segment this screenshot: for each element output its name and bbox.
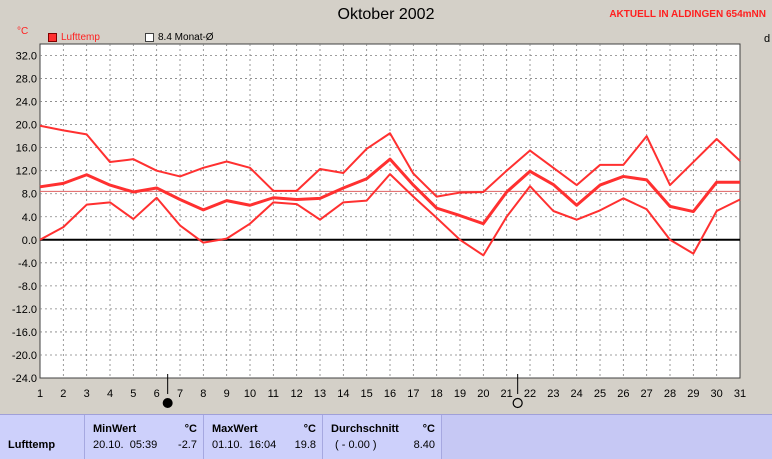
avg-unit: °C [422, 423, 435, 435]
x-tick-label: 28 [664, 388, 676, 400]
cut-off-label: d [764, 33, 771, 45]
y-tick-label: -8.0 [18, 281, 37, 293]
x-tick-label: 25 [594, 388, 606, 400]
y-tick-label: -20.0 [12, 350, 37, 362]
x-tick-label: 10 [244, 388, 256, 400]
temperature-chart: 32.0 28.0 24.0 20.0 16.0 12.0 8.0 4.0 0.0 -4.0 -8.… [12, 43, 746, 409]
y-tick-label: 20.0 [16, 120, 37, 132]
x-tick-label: 29 [687, 388, 699, 400]
x-tick-label: 2 [60, 388, 66, 400]
x-tick-label: 5 [130, 388, 136, 400]
unit-label: °C [17, 26, 29, 37]
y-tick-label: -24.0 [12, 373, 37, 385]
stats-row-label: Lufttemp [8, 439, 56, 451]
x-tick-label: 19 [454, 388, 466, 400]
y-tick-label: 4.0 [22, 212, 37, 224]
station-label: AKTUELL IN ALDINGEN 654mNN [609, 9, 766, 20]
legend-label-lufttemp: Lufttemp [61, 32, 100, 43]
max-value: 19.8 [294, 439, 316, 451]
avg-header: Durchschnitt [331, 423, 399, 435]
avg-value: 8.40 [413, 439, 435, 451]
y-tick-label: 0.0 [22, 235, 37, 247]
x-tick-label: 16 [384, 388, 396, 400]
x-tick-label: 30 [711, 388, 723, 400]
stats-panel: Lufttemp MinWert °C 20.10. 05:39 -2.7 Ma… [0, 414, 772, 459]
y-tick-label: 24.0 [16, 97, 37, 109]
min-unit: °C [184, 423, 197, 435]
y-tick-label: -12.0 [12, 304, 37, 316]
max-header: MaxWert [212, 423, 258, 435]
y-tick-label: 28.0 [16, 74, 37, 86]
x-tick-label: 13 [314, 388, 326, 400]
min-value: -2.7 [178, 439, 197, 451]
x-tick-label: 8 [200, 388, 206, 400]
series-line-mean [39, 157, 740, 226]
x-tick-label: 3 [84, 388, 90, 400]
x-tick-label: 18 [431, 388, 443, 400]
full-moon-icon [512, 397, 523, 409]
y-tick-label: 16.0 [16, 143, 37, 155]
x-tick-label: 24 [571, 388, 583, 400]
x-tick-label: 12 [291, 388, 303, 400]
stats-min-cell: MinWert °C 20.10. 05:39 -2.7 [85, 415, 204, 459]
x-tick-label: 17 [407, 388, 419, 400]
legend-swatch-empty [145, 33, 154, 42]
new-moon-icon [162, 398, 173, 408]
y-tick-label: 32.0 [16, 51, 37, 63]
x-tick-label: 1 [37, 388, 43, 400]
x-tick-label: 4 [107, 388, 113, 400]
x-tick-label: 27 [641, 388, 653, 400]
avg-note: ( - 0.00 ) [335, 439, 377, 451]
stats-avg-cell: Durchschnitt °C ( - 0.00 ) 8.40 [323, 415, 442, 459]
x-tick-label: 7 [177, 388, 183, 400]
stats-max-cell: MaxWert °C 01.10. 16:04 19.8 [204, 415, 323, 459]
x-tick-label: 31 [734, 388, 746, 400]
y-tick-label: 12.0 [16, 166, 37, 178]
max-time: 01.10. 16:04 [212, 439, 277, 451]
y-tick-label: 8.0 [22, 189, 37, 201]
x-tick-label: 23 [547, 388, 559, 400]
x-tick-label: 22 [524, 388, 536, 400]
legend-item-lufttemp[interactable]: Lufttemp [48, 32, 100, 43]
x-tick-label: 20 [477, 388, 489, 400]
min-time: 20.10. 05:39 [93, 439, 158, 451]
series-line-max [39, 124, 741, 198]
legend-swatch-filled [48, 33, 57, 42]
x-tick-label: 11 [268, 388, 279, 400]
min-header: MinWert [93, 423, 137, 435]
max-unit: °C [303, 423, 316, 435]
series-line-min [39, 173, 741, 257]
legend-item-month-average[interactable]: 8.4 Monat-Ø [145, 32, 214, 43]
x-tick-label: 15 [361, 388, 373, 400]
chart-title: Oktober 2002 [337, 6, 435, 23]
x-tick-label: 9 [224, 388, 230, 400]
x-tick-label: 21 [501, 388, 513, 400]
y-tick-label: -4.0 [18, 258, 37, 270]
x-tick-label: 6 [154, 388, 160, 400]
x-tick-label: 14 [337, 388, 349, 400]
y-tick-label: -16.0 [12, 327, 37, 339]
stats-label-cell: Lufttemp [0, 415, 85, 459]
legend-label-month-average: 8.4 Monat-Ø [158, 32, 214, 43]
x-tick-label: 26 [617, 388, 629, 400]
